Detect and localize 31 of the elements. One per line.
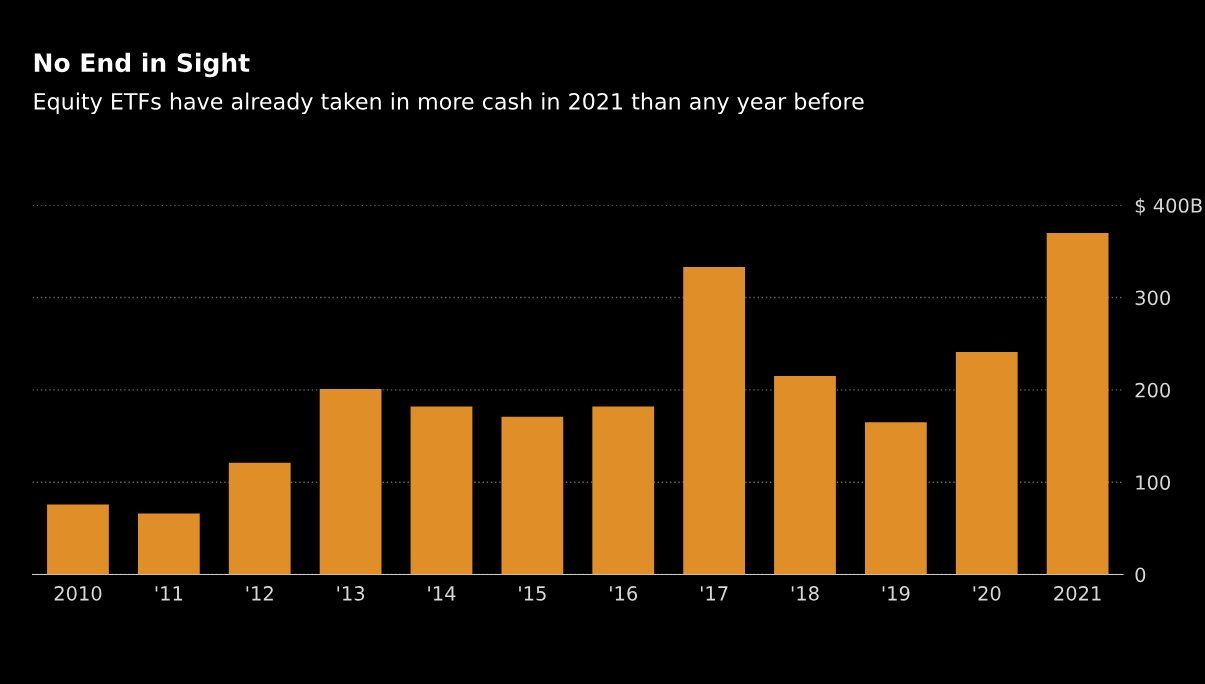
- bar: [501, 416, 564, 575]
- x-tick-label: '11: [155, 586, 183, 601]
- bar: [774, 376, 836, 575]
- bar: [47, 504, 109, 575]
- x-tick-label: '18: [791, 586, 819, 601]
- bar: [410, 406, 473, 575]
- y-tick-label: 300: [1135, 290, 1170, 306]
- x-tick-label: '12: [246, 586, 273, 601]
- bar: [319, 388, 382, 575]
- bar: [592, 406, 655, 575]
- x-tick-label: 2021: [1054, 586, 1101, 601]
- y-tick-label: 200: [1135, 382, 1170, 398]
- x-tick-label: 2010: [54, 586, 102, 601]
- chart-title: No End in Sight: [34, 52, 250, 78]
- y-tick-label: 100: [1136, 475, 1170, 490]
- y-tick-label: $ 400B: [1135, 197, 1202, 216]
- bar: [955, 352, 1018, 575]
- x-tick-label: '20: [973, 586, 1001, 601]
- x-tick-label: '19: [882, 586, 910, 601]
- x-tick-label: '14: [428, 586, 456, 601]
- x-tick-label: '13: [337, 586, 365, 601]
- chart-subtitle: Equity ETFs have already taken in more cash in 2021 than any year before: [34, 92, 864, 115]
- bar: [864, 422, 927, 575]
- x-tick-label: '15: [519, 586, 546, 601]
- bar: [683, 267, 746, 575]
- bar: [228, 462, 291, 575]
- bar: [137, 513, 200, 575]
- y-tick-label: 0: [1135, 567, 1146, 583]
- x-tick-label: '17: [700, 586, 728, 601]
- bar: [1046, 232, 1109, 575]
- x-tick-label: '16: [610, 586, 638, 601]
